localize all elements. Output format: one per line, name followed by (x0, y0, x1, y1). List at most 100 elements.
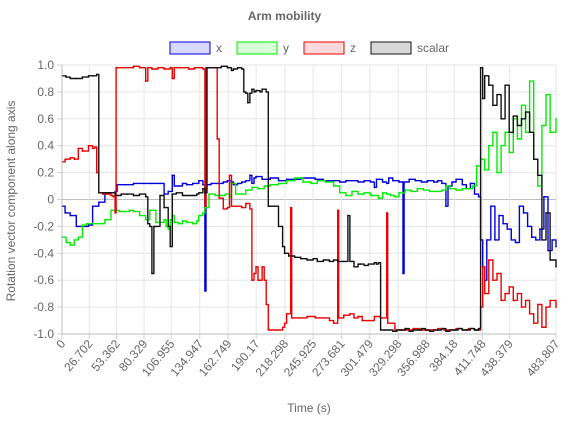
data-point-scalar (375, 263, 378, 265)
data-point-y (496, 171, 498, 174)
data-point-scalar (153, 225, 155, 228)
data-point-scalar (359, 263, 362, 265)
data-point-y (198, 214, 200, 217)
data-point-y (381, 192, 384, 194)
data-point-scalar (404, 327, 406, 330)
data-point-scalar (228, 66, 231, 69)
y-tick-label: -0.6 (33, 273, 54, 287)
data-point-y (524, 131, 527, 134)
data-point-z (537, 303, 539, 306)
series-line-scalar (62, 65, 557, 332)
data-point-scalar (343, 260, 345, 263)
data-point-z (171, 77, 174, 80)
data-point-z (255, 266, 257, 268)
data-point-scalar (273, 205, 276, 207)
data-point-scalar (281, 245, 284, 248)
grid (61, 64, 557, 335)
data-point-scalar (226, 66, 229, 69)
data-point-y (467, 187, 470, 190)
data-point-y (422, 189, 425, 191)
data-point-x (167, 190, 169, 193)
data-point-scalar (261, 88, 263, 90)
data-point-z (385, 212, 388, 214)
data-point-y (520, 104, 523, 107)
data-point-scalar (492, 104, 494, 107)
data-point-y (332, 185, 335, 187)
data-point-z (555, 306, 557, 308)
data-point-y (240, 193, 243, 195)
data-point-z (122, 66, 125, 69)
data-point-scalar (496, 93, 498, 96)
data-point-y (471, 185, 474, 187)
legend-item-x[interactable]: x (169, 41, 222, 55)
data-point-z (91, 147, 94, 150)
data-point-z (132, 65, 135, 68)
data-point-x (403, 181, 405, 183)
data-point-y (144, 218, 147, 221)
data-point-scalar (383, 329, 386, 331)
legend-item-y[interactable]: y (236, 41, 289, 55)
data-point-z (87, 144, 90, 147)
data-point-z (69, 157, 71, 159)
data-point-y (441, 189, 443, 191)
data-point-z (234, 205, 237, 207)
data-point-z (93, 146, 96, 148)
data-point-y (508, 151, 511, 154)
data-point-scalar (316, 260, 319, 263)
data-point-y (416, 187, 419, 190)
data-point-x (124, 183, 127, 186)
data-point-scalar (473, 329, 476, 331)
data-point-scalar (181, 194, 184, 197)
legend-swatch (303, 41, 345, 55)
data-point-x (486, 239, 488, 241)
data-point-z (251, 279, 253, 282)
data-point-z (64, 158, 66, 160)
legend-item-z[interactable]: z (303, 41, 356, 55)
data-point-y (445, 185, 447, 187)
data-point-x (240, 181, 243, 183)
data-point-y (302, 181, 304, 183)
data-point-y (138, 214, 141, 217)
data-point-y (545, 93, 547, 96)
data-point-y (555, 118, 557, 120)
data-point-x (373, 186, 376, 189)
legend-item-scalar[interactable]: scalar (370, 41, 449, 55)
data-point-x (261, 178, 263, 181)
data-point-scalar (202, 187, 204, 190)
data-point-scalar (300, 257, 302, 260)
data-point-z (193, 66, 196, 69)
data-point-y (98, 222, 100, 225)
series-scalar (61, 65, 557, 333)
data-point-x (269, 177, 272, 179)
data-point-y (285, 179, 288, 182)
data-point-scalar (306, 259, 308, 261)
data-point-scalar (95, 73, 98, 76)
data-point-x (306, 177, 308, 179)
data-point-scalar (555, 266, 557, 268)
data-point-x (522, 212, 525, 214)
data-point-z (492, 279, 494, 282)
data-point-y (263, 185, 266, 187)
data-point-scalar (377, 261, 380, 264)
data-point-x (551, 239, 553, 241)
data-point-scalar (98, 192, 100, 194)
data-point-z (516, 292, 519, 295)
data-point-z (138, 66, 141, 69)
data-point-z (106, 193, 108, 195)
data-point-scalar (363, 264, 366, 267)
data-point-scalar (247, 101, 249, 104)
data-point-scalar (108, 192, 110, 194)
data-point-y (488, 144, 490, 147)
data-point-y (434, 190, 437, 193)
data-point-scalar (243, 91, 245, 93)
data-point-x (469, 182, 472, 185)
data-point-scalar (159, 194, 161, 197)
data-point-x (547, 249, 549, 252)
data-point-scalar (149, 225, 151, 228)
data-point-z (173, 66, 176, 69)
data-point-z (230, 205, 233, 207)
data-point-scalar (400, 329, 402, 331)
data-point-scalar (69, 77, 71, 80)
data-point-scalar (532, 158, 535, 160)
data-point-scalar (245, 92, 247, 94)
